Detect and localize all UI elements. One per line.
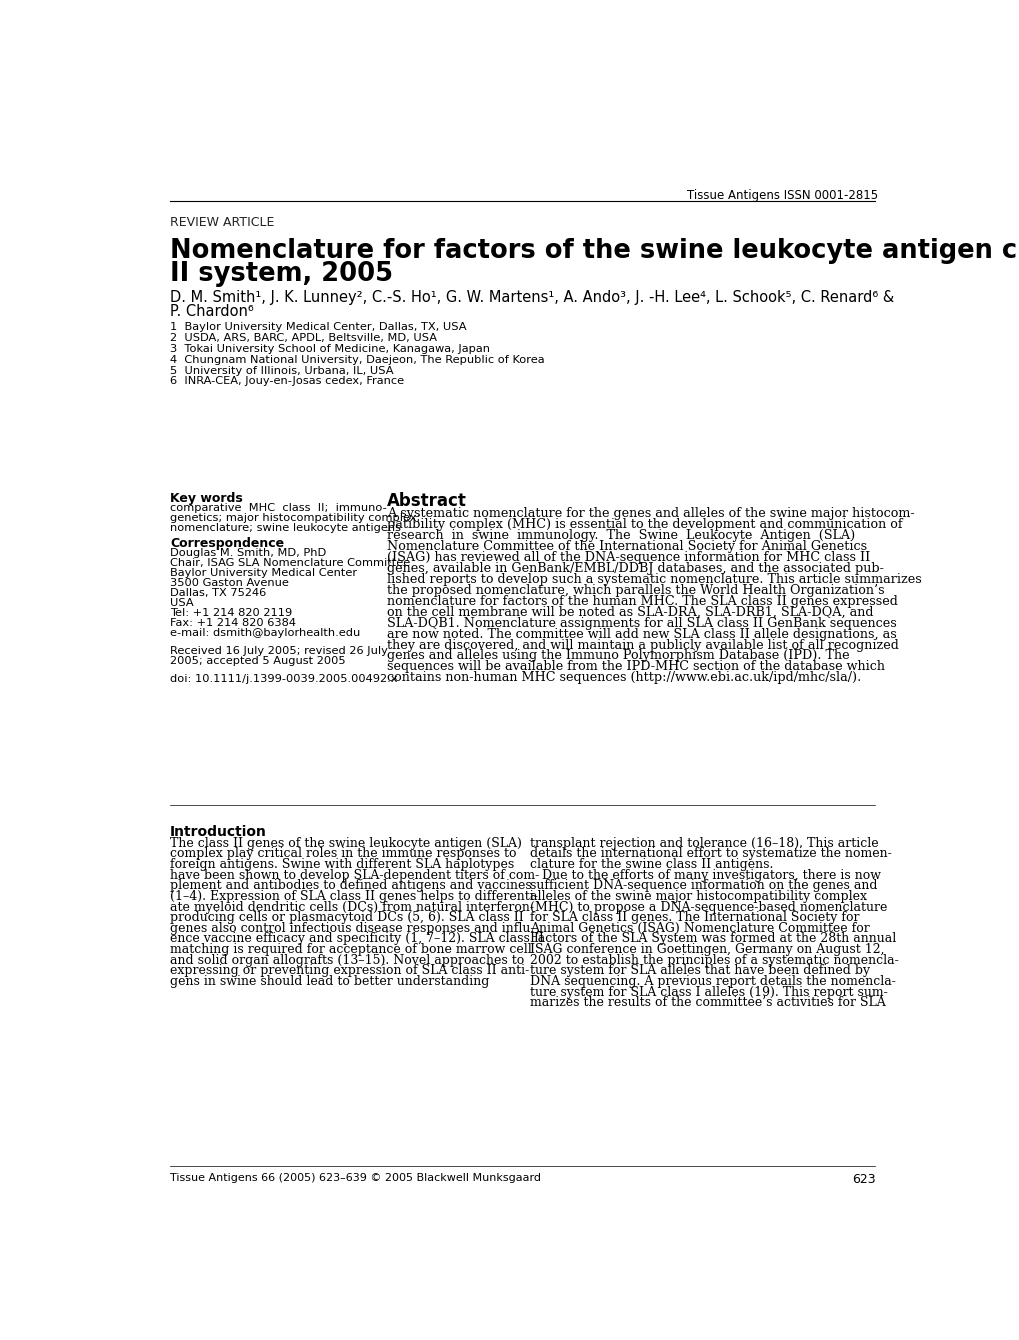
Text: Key words: Key words (170, 492, 243, 505)
Text: USA: USA (170, 598, 194, 608)
Text: ISAG conference in Goettingen, Germany on August 12,: ISAG conference in Goettingen, Germany o… (530, 943, 884, 957)
Text: marizes the results of the committee’s activities for SLA: marizes the results of the committee’s a… (530, 996, 886, 1009)
Text: doi: 10.1111/j.1399-0039.2005.00492.x: doi: 10.1111/j.1399-0039.2005.00492.x (170, 674, 397, 683)
Text: have been shown to develop SLA-dependent titers of com-: have been shown to develop SLA-dependent… (170, 868, 539, 882)
Text: sufficient DNA-sequence information on the genes and: sufficient DNA-sequence information on t… (530, 879, 877, 892)
Text: Fax: +1 214 820 6384: Fax: +1 214 820 6384 (170, 618, 296, 628)
Text: Douglas M. Smith, MD, PhD: Douglas M. Smith, MD, PhD (170, 548, 326, 557)
Text: 2002 to establish the principles of a systematic nomencla-: 2002 to establish the principles of a sy… (530, 954, 899, 966)
Text: (MHC) to propose a DNA-sequence-based nomenclature: (MHC) to propose a DNA-sequence-based no… (530, 900, 887, 914)
Text: 6  INRA-CEA, Jouy-en-Josas cedex, France: 6 INRA-CEA, Jouy-en-Josas cedex, France (170, 377, 404, 386)
Text: gens in swine should lead to better understanding: gens in swine should lead to better unde… (170, 976, 489, 988)
Text: Abstract: Abstract (387, 492, 467, 511)
Text: Tel: +1 214 820 2119: Tel: +1 214 820 2119 (170, 608, 292, 618)
Text: patibility complex (MHC) is essential to the development and communication of: patibility complex (MHC) is essential to… (387, 519, 902, 531)
Text: 2  USDA, ARS, BARC, APDL, Beltsville, MD, USA: 2 USDA, ARS, BARC, APDL, Beltsville, MD,… (170, 334, 437, 343)
Text: Introduction: Introduction (170, 824, 267, 839)
Text: transplant rejection and tolerance (16–18). This article: transplant rejection and tolerance (16–1… (530, 838, 878, 850)
Text: Received 16 July 2005; revised 26 July: Received 16 July 2005; revised 26 July (170, 646, 387, 655)
Text: Nomenclature for factors of the swine leukocyte antigen class: Nomenclature for factors of the swine le… (170, 237, 1019, 264)
Text: lished reports to develop such a systematic nomenclature. This article summarize: lished reports to develop such a systema… (387, 574, 921, 586)
Text: nomenclature for factors of the human MHC. The SLA class II genes expressed: nomenclature for factors of the human MH… (387, 595, 897, 608)
Text: foreign antigens. Swine with different SLA haplotypes: foreign antigens. Swine with different S… (170, 858, 514, 871)
Text: details the international effort to systematize the nomen-: details the international effort to syst… (530, 847, 892, 860)
Text: 2005; accepted 5 August 2005: 2005; accepted 5 August 2005 (170, 655, 345, 666)
Text: Baylor University Medical Center: Baylor University Medical Center (170, 568, 357, 578)
Text: alleles of the swine major histocompatibility complex: alleles of the swine major histocompatib… (530, 890, 866, 903)
Text: D. M. Smith¹, J. K. Lunney², C.-S. Ho¹, G. W. Martens¹, A. Ando³, J. -H. Lee⁴, L: D. M. Smith¹, J. K. Lunney², C.-S. Ho¹, … (170, 291, 894, 306)
Text: Factors of the SLA System was formed at the 28th annual: Factors of the SLA System was formed at … (530, 933, 896, 946)
Text: ture system for SLA alleles that have been defined by: ture system for SLA alleles that have be… (530, 965, 870, 977)
Text: contains non-human MHC sequences (http://www.ebi.ac.uk/ipd/mhc/sla/).: contains non-human MHC sequences (http:/… (387, 671, 860, 685)
Text: genes, available in GenBank/EMBL/DDBJ databases, and the associated pub-: genes, available in GenBank/EMBL/DDBJ da… (387, 561, 883, 575)
Text: 4  Chungnam National University, Daejeon, The Republic of Korea: 4 Chungnam National University, Daejeon,… (170, 355, 544, 364)
Text: nomenclature; swine leukocyte antigens: nomenclature; swine leukocyte antigens (170, 524, 400, 533)
Text: genes also control infectious disease responses and influ-: genes also control infectious disease re… (170, 922, 534, 935)
Text: comparative  MHC  class  II;  immuno-: comparative MHC class II; immuno- (170, 504, 386, 513)
Text: are now noted. The committee will add new SLA class II allele designations, as: are now noted. The committee will add ne… (387, 627, 896, 641)
Text: complex play critical roles in the immune responses to: complex play critical roles in the immun… (170, 847, 516, 860)
Text: Animal Genetics (ISAG) Nomenclature Committee for: Animal Genetics (ISAG) Nomenclature Comm… (530, 922, 869, 935)
Text: expressing or preventing expression of SLA class II anti-: expressing or preventing expression of S… (170, 965, 529, 977)
Text: producing cells or plasmacytoid DCs (5, 6). SLA class II: producing cells or plasmacytoid DCs (5, … (170, 911, 524, 925)
Text: for SLA class II genes. The International Society for: for SLA class II genes. The Internationa… (530, 911, 859, 925)
Text: ture system for SLA class I alleles (19). This report sum-: ture system for SLA class I alleles (19)… (530, 986, 888, 998)
Text: 623: 623 (851, 1172, 874, 1186)
Text: II system, 2005: II system, 2005 (170, 261, 392, 287)
Text: on the cell membrane will be noted as SLA-DRA, SLA-DRB1, SLA-DQA, and: on the cell membrane will be noted as SL… (387, 606, 872, 619)
Text: e-mail: dsmith@baylorhealth.edu: e-mail: dsmith@baylorhealth.edu (170, 628, 360, 638)
Text: 3500 Gaston Avenue: 3500 Gaston Avenue (170, 578, 288, 588)
Text: Due to the efforts of many investigators, there is now: Due to the efforts of many investigators… (530, 868, 880, 882)
Text: Chair, ISAG SLA Nomenclature Committee: Chair, ISAG SLA Nomenclature Committee (170, 559, 410, 568)
Text: Nomenclature Committee of the International Society for Animal Genetics: Nomenclature Committee of the Internatio… (387, 540, 866, 553)
Text: plement and antibodies to defined antigens and vaccines: plement and antibodies to defined antige… (170, 879, 531, 892)
Text: 5  University of Illinois, Urbana, IL, USA: 5 University of Illinois, Urbana, IL, US… (170, 366, 393, 375)
Text: and solid organ allografts (13–15). Novel approaches to: and solid organ allografts (13–15). Nove… (170, 954, 524, 966)
Text: sequences will be available from the IPD-MHC section of the database which: sequences will be available from the IPD… (387, 661, 884, 674)
Text: ence vaccine efficacy and specificity (1, 7–12). SLA class II: ence vaccine efficacy and specificity (1… (170, 933, 543, 946)
Text: The class II genes of the swine leukocyte antigen (SLA): The class II genes of the swine leukocyt… (170, 838, 522, 850)
Text: clature for the swine class II antigens.: clature for the swine class II antigens. (530, 858, 773, 871)
Text: Tissue Antigens 66 (2005) 623–639 © 2005 Blackwell Munksgaard: Tissue Antigens 66 (2005) 623–639 © 2005… (170, 1172, 541, 1183)
Text: SLA-DQB1. Nomenclature assignments for all SLA class II GenBank sequences: SLA-DQB1. Nomenclature assignments for a… (387, 616, 896, 630)
Text: (ISAG) has reviewed all of the DNA-sequence information for MHC class II: (ISAG) has reviewed all of the DNA-seque… (387, 551, 869, 564)
Text: A systematic nomenclature for the genes and alleles of the swine major histocom-: A systematic nomenclature for the genes … (387, 508, 914, 520)
Text: 3  Tokai University School of Medicine, Kanagawa, Japan: 3 Tokai University School of Medicine, K… (170, 344, 490, 354)
Text: genes and alleles using the Immuno Polymorphism Database (IPD). The: genes and alleles using the Immuno Polym… (387, 650, 849, 662)
Text: matching is required for acceptance of bone marrow cell: matching is required for acceptance of b… (170, 943, 531, 957)
Text: research  in  swine  immunology.  The  Swine  Leukocyte  Antigen  (SLA): research in swine immunology. The Swine … (387, 529, 855, 543)
Text: 1  Baylor University Medical Center, Dallas, TX, USA: 1 Baylor University Medical Center, Dall… (170, 323, 466, 332)
Text: genetics; major histocompatibility complex;: genetics; major histocompatibility compl… (170, 513, 420, 524)
Text: the proposed nomenclature, which parallels the World Health Organization’s: the proposed nomenclature, which paralle… (387, 584, 883, 596)
Text: Tissue Antigens ISSN 0001-2815: Tissue Antigens ISSN 0001-2815 (686, 189, 876, 201)
Text: Correspondence: Correspondence (170, 536, 284, 549)
Text: they are discovered, and will maintain a publicly available list of all recogniz: they are discovered, and will maintain a… (387, 638, 898, 651)
Text: Dallas, TX 75246: Dallas, TX 75246 (170, 588, 266, 598)
Text: ate myeloid dendritic cells (DCs) from natural interferon-: ate myeloid dendritic cells (DCs) from n… (170, 900, 534, 914)
Text: DNA sequencing. A previous report details the nomencla-: DNA sequencing. A previous report detail… (530, 976, 896, 988)
Text: P. Chardon⁶: P. Chardon⁶ (170, 304, 254, 319)
Text: REVIEW ARTICLE: REVIEW ARTICLE (170, 216, 274, 229)
Text: (1–4). Expression of SLA class II genes helps to differenti-: (1–4). Expression of SLA class II genes … (170, 890, 537, 903)
